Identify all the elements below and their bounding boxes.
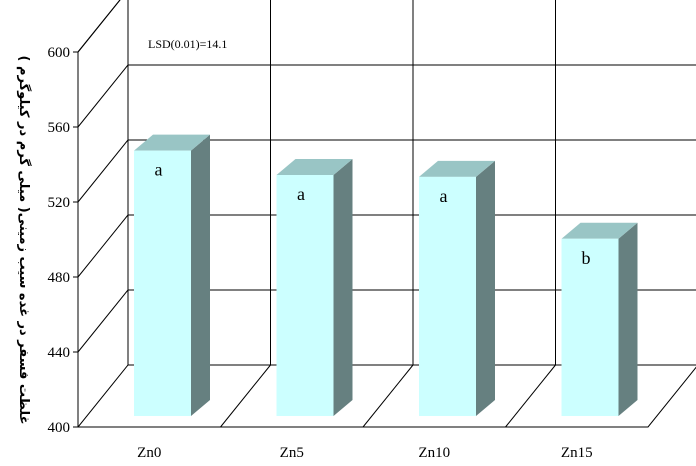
significance-letter: a (297, 184, 305, 204)
bar-top-face (134, 134, 210, 151)
y-tick-label: 520 (48, 195, 71, 211)
y-tick-label: 480 (48, 270, 71, 286)
lsd-annotation: LSD(0.01)=14.1 (148, 37, 227, 51)
gridlines (77, 0, 696, 353)
bar-top-face (561, 222, 638, 239)
floor-divider (505, 364, 556, 428)
bar-top-face (419, 160, 495, 177)
x-category-label: Zn10 (418, 445, 450, 461)
x-category-label: Zn0 (137, 445, 161, 461)
left-wall-grid (77, 139, 129, 203)
chart-frame (76, 0, 696, 428)
bar-side-face (618, 222, 638, 416)
significance-letter: a (155, 160, 163, 180)
bar-top-face (276, 159, 353, 175)
y-axis-ticks: 400 440 480 520 560 600 (48, 45, 78, 436)
y-tick-label: 600 (48, 45, 71, 61)
y-tick-label: 560 (48, 120, 71, 136)
left-wall-grid (77, 0, 121, 53)
y-tick-label: 440 (48, 345, 71, 361)
left-wall-grid (77, 214, 129, 278)
x-axis-categories: Zn0 Zn5 Zn10 Zn15 (137, 445, 592, 461)
bar-zn5: a (276, 159, 353, 416)
floor-divider (220, 364, 271, 428)
bar-side-face (191, 134, 210, 416)
bar-front-face (134, 150, 191, 416)
bar-zn15: b (561, 222, 638, 416)
bar-side-face (476, 160, 495, 416)
bar-zn10: a (419, 160, 495, 416)
floor-divider (362, 364, 414, 428)
significance-letter: a (440, 186, 448, 206)
bar-front-face (419, 176, 476, 416)
bar-front-face (276, 175, 334, 416)
left-wall-top-edge (77, 0, 121, 53)
x-category-label: Zn5 (280, 445, 304, 461)
bar-front-face (561, 238, 619, 416)
y-axis-label: غلظت فسفر در غده سیب زمینی( میلی گرم در … (16, 56, 32, 425)
left-wall-grid (77, 289, 129, 353)
x-category-label: Zn15 (561, 445, 593, 461)
floor-plane (76, 364, 696, 428)
bar-zn0: a (134, 134, 210, 416)
bars: a a a b (134, 134, 638, 416)
y-tick-label: 400 (48, 420, 71, 436)
significance-letter: b (582, 248, 591, 268)
bar-side-face (333, 159, 353, 416)
left-wall-grid (77, 64, 129, 128)
